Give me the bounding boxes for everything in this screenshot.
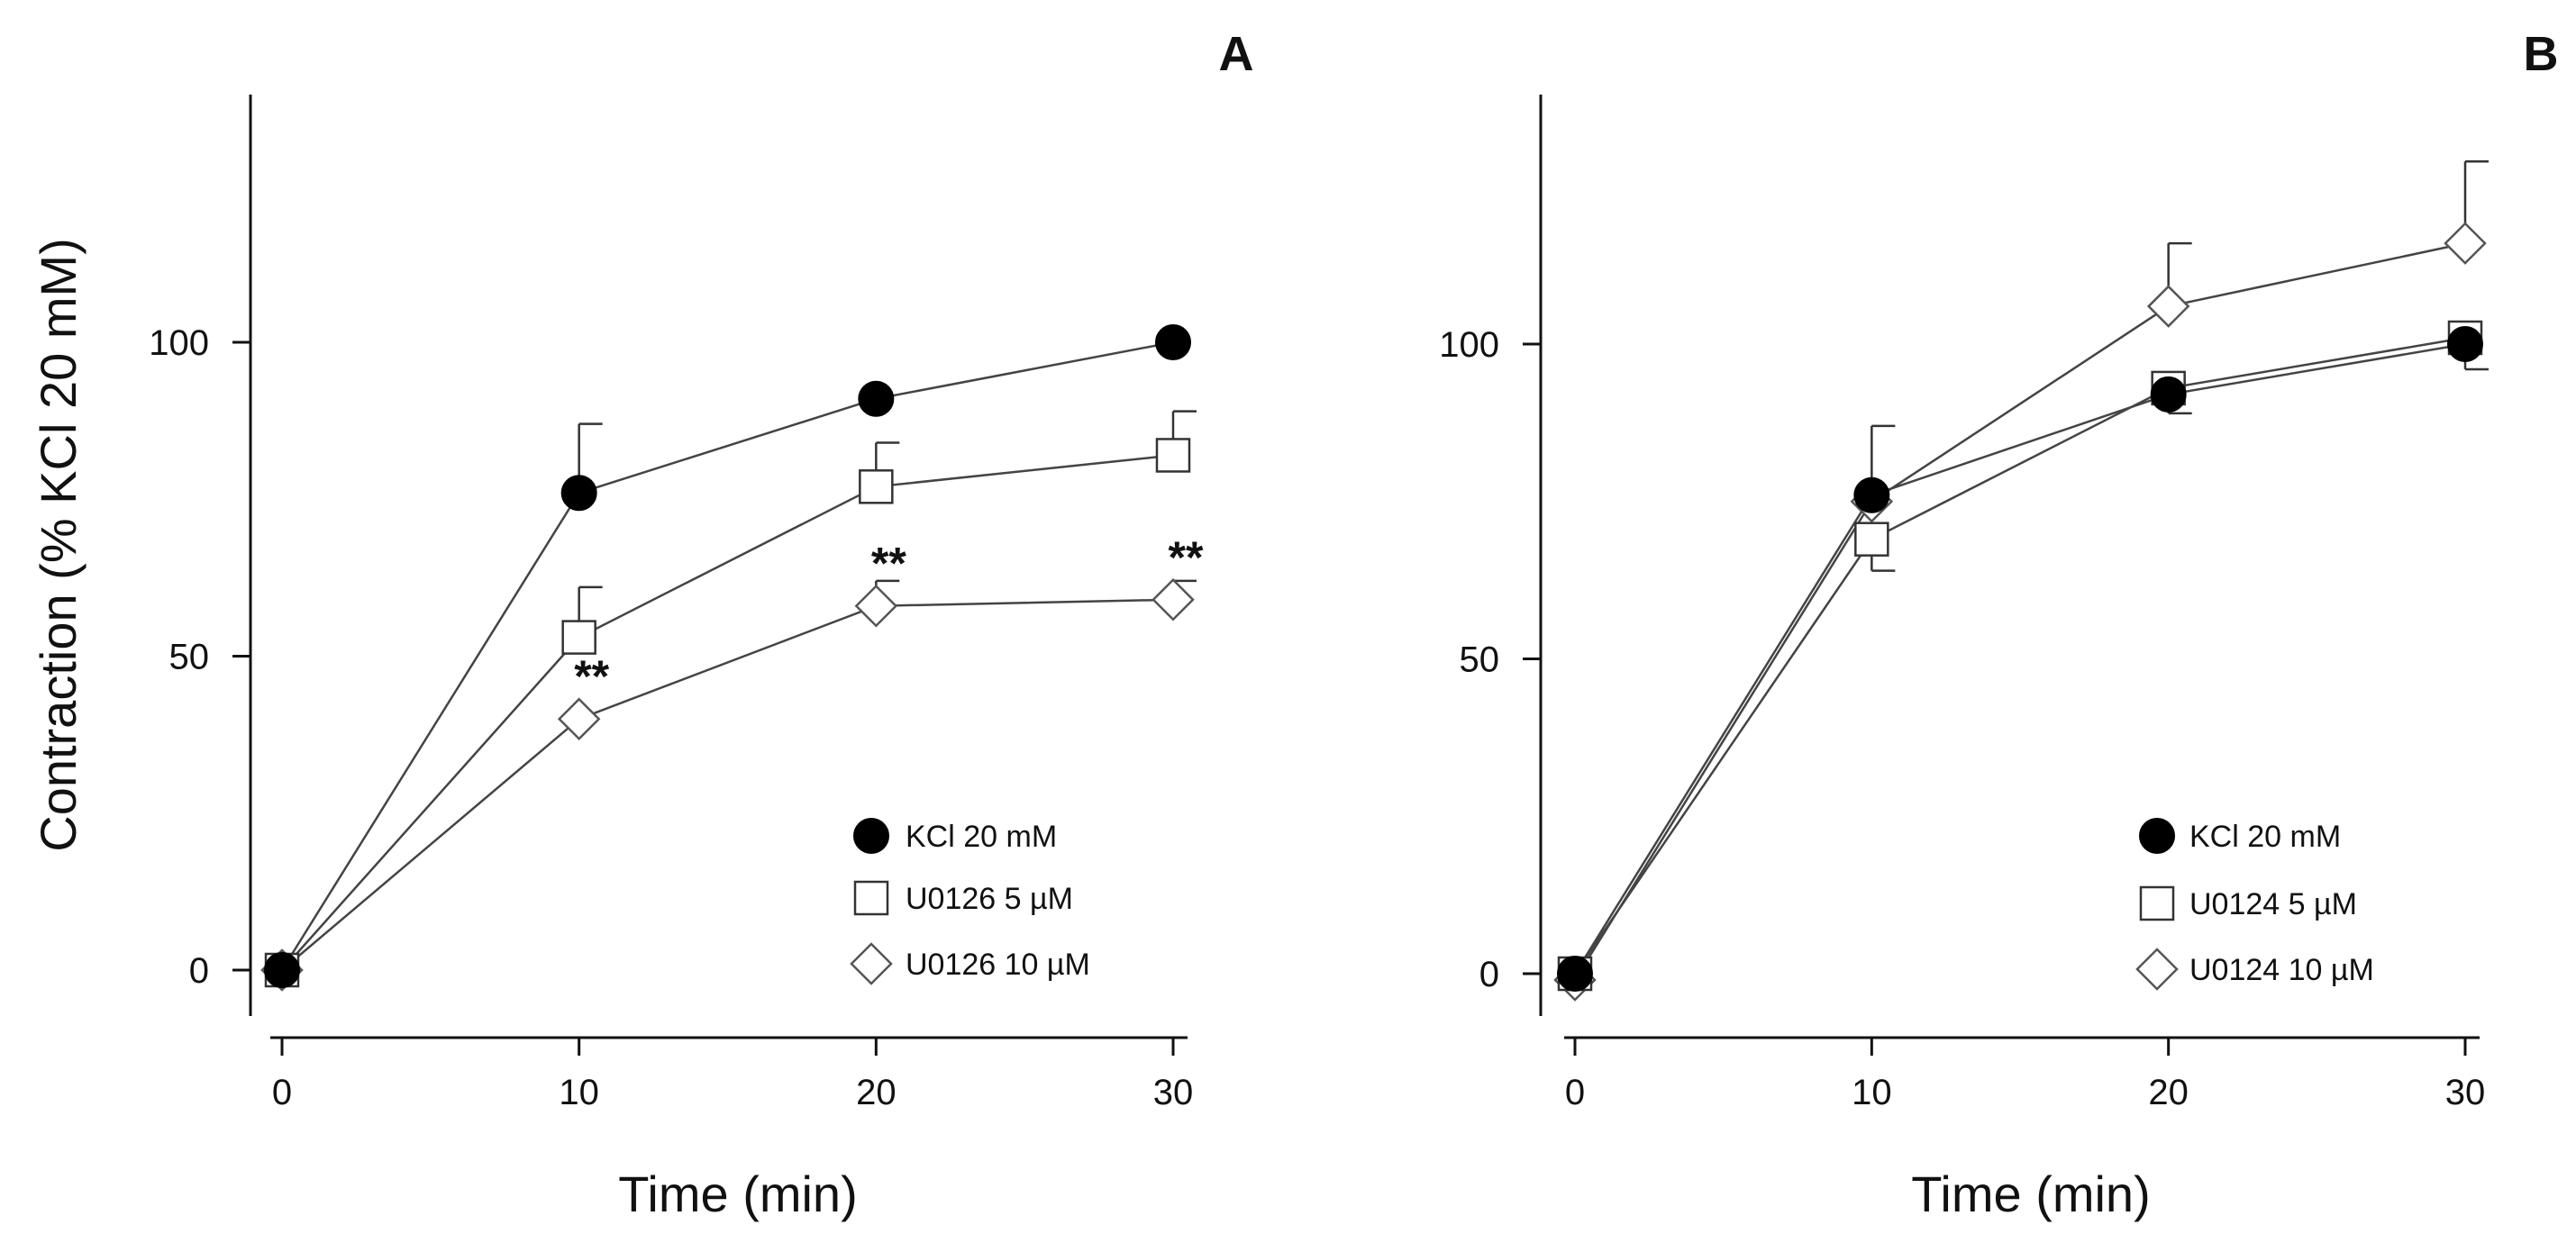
panel-letter: A xyxy=(1219,27,1254,81)
series-line-0 xyxy=(1573,342,2466,975)
series-line-1 xyxy=(281,454,1174,971)
y-axis-title: Contraction (% KCl 20 mM) xyxy=(30,238,86,852)
x-tick-label: 20 xyxy=(856,1073,897,1112)
legend-marker-open-diamond xyxy=(2135,948,2179,991)
significance-marker: ** xyxy=(574,651,609,702)
y-tick-label: 100 xyxy=(1439,325,1499,365)
data-point-open-diamond xyxy=(2444,222,2487,265)
data-point-open-square xyxy=(1854,522,1889,557)
data-point-open-square xyxy=(1155,438,1191,473)
series-line-2 xyxy=(281,598,1174,971)
data-point-open-square xyxy=(561,620,596,655)
legend-marker-open-square xyxy=(853,880,889,916)
y-tick-label: 50 xyxy=(169,638,210,677)
data-point-filled-circle xyxy=(1557,956,1593,992)
legend-marker-filled-circle xyxy=(2139,818,2175,854)
y-tick-label: 100 xyxy=(149,323,209,363)
x-tick-label: 30 xyxy=(2445,1073,2486,1112)
x-axis-title: Time (min) xyxy=(1911,1166,2150,1222)
data-point-open-square xyxy=(859,469,894,504)
panel-letter: B xyxy=(2524,27,2559,81)
x-tick-label: 0 xyxy=(272,1073,292,1112)
data-point-filled-circle xyxy=(2150,376,2187,413)
x-tick-label: 10 xyxy=(1852,1073,1892,1112)
y-tick-label: 0 xyxy=(1479,955,1499,994)
series-line-1 xyxy=(1573,336,2466,975)
legend-label: U0126 5 µM xyxy=(906,882,1073,916)
data-point-open-diamond xyxy=(854,584,898,628)
legend-label: KCl 20 mM xyxy=(906,820,1057,854)
legend-label: U0126 10 µM xyxy=(906,948,1090,982)
significance-marker: ** xyxy=(871,539,906,589)
data-point-open-diamond xyxy=(557,697,601,740)
y-tick-label: 0 xyxy=(189,951,209,991)
legend-marker-open-square xyxy=(2139,885,2175,921)
x-axis-title: Time (min) xyxy=(618,1166,857,1222)
data-point-open-diamond xyxy=(1151,578,1195,621)
data-point-filled-circle xyxy=(858,380,895,417)
legend-label: U0124 10 µM xyxy=(2189,953,2374,987)
series-line-2 xyxy=(1573,241,2466,981)
series-line-0 xyxy=(280,340,1174,971)
legend-marker-open-diamond xyxy=(850,942,893,985)
data-point-open-diamond xyxy=(2146,285,2190,328)
panel-b: 0 50 100 0 10 20 30 Time (min) B KCl 20 mM U0124 5… xyxy=(1439,27,2558,1222)
y-tick-label: 50 xyxy=(1460,640,1500,680)
data-point-filled-circle xyxy=(560,475,597,512)
data-point-filled-circle xyxy=(264,952,300,988)
data-point-filled-circle xyxy=(1853,476,1890,513)
x-tick-label: 10 xyxy=(559,1073,599,1112)
data-point-filled-circle xyxy=(1155,324,1191,360)
x-tick-label: 30 xyxy=(1153,1073,1194,1112)
data-point-filled-circle xyxy=(2447,326,2483,362)
legend-marker-filled-circle xyxy=(853,818,889,854)
x-tick-label: 20 xyxy=(2148,1073,2189,1112)
legend-label: KCl 20 mM xyxy=(2189,820,2341,854)
panel-a: 0 50 100 0 10 20 30 Time (min) A ** ** ** KCl 20 mM U… xyxy=(149,27,1253,1222)
legend-label: U0124 5 µM xyxy=(2189,887,2357,921)
significance-marker: ** xyxy=(1169,532,1204,583)
x-tick-label: 0 xyxy=(1565,1073,1585,1112)
